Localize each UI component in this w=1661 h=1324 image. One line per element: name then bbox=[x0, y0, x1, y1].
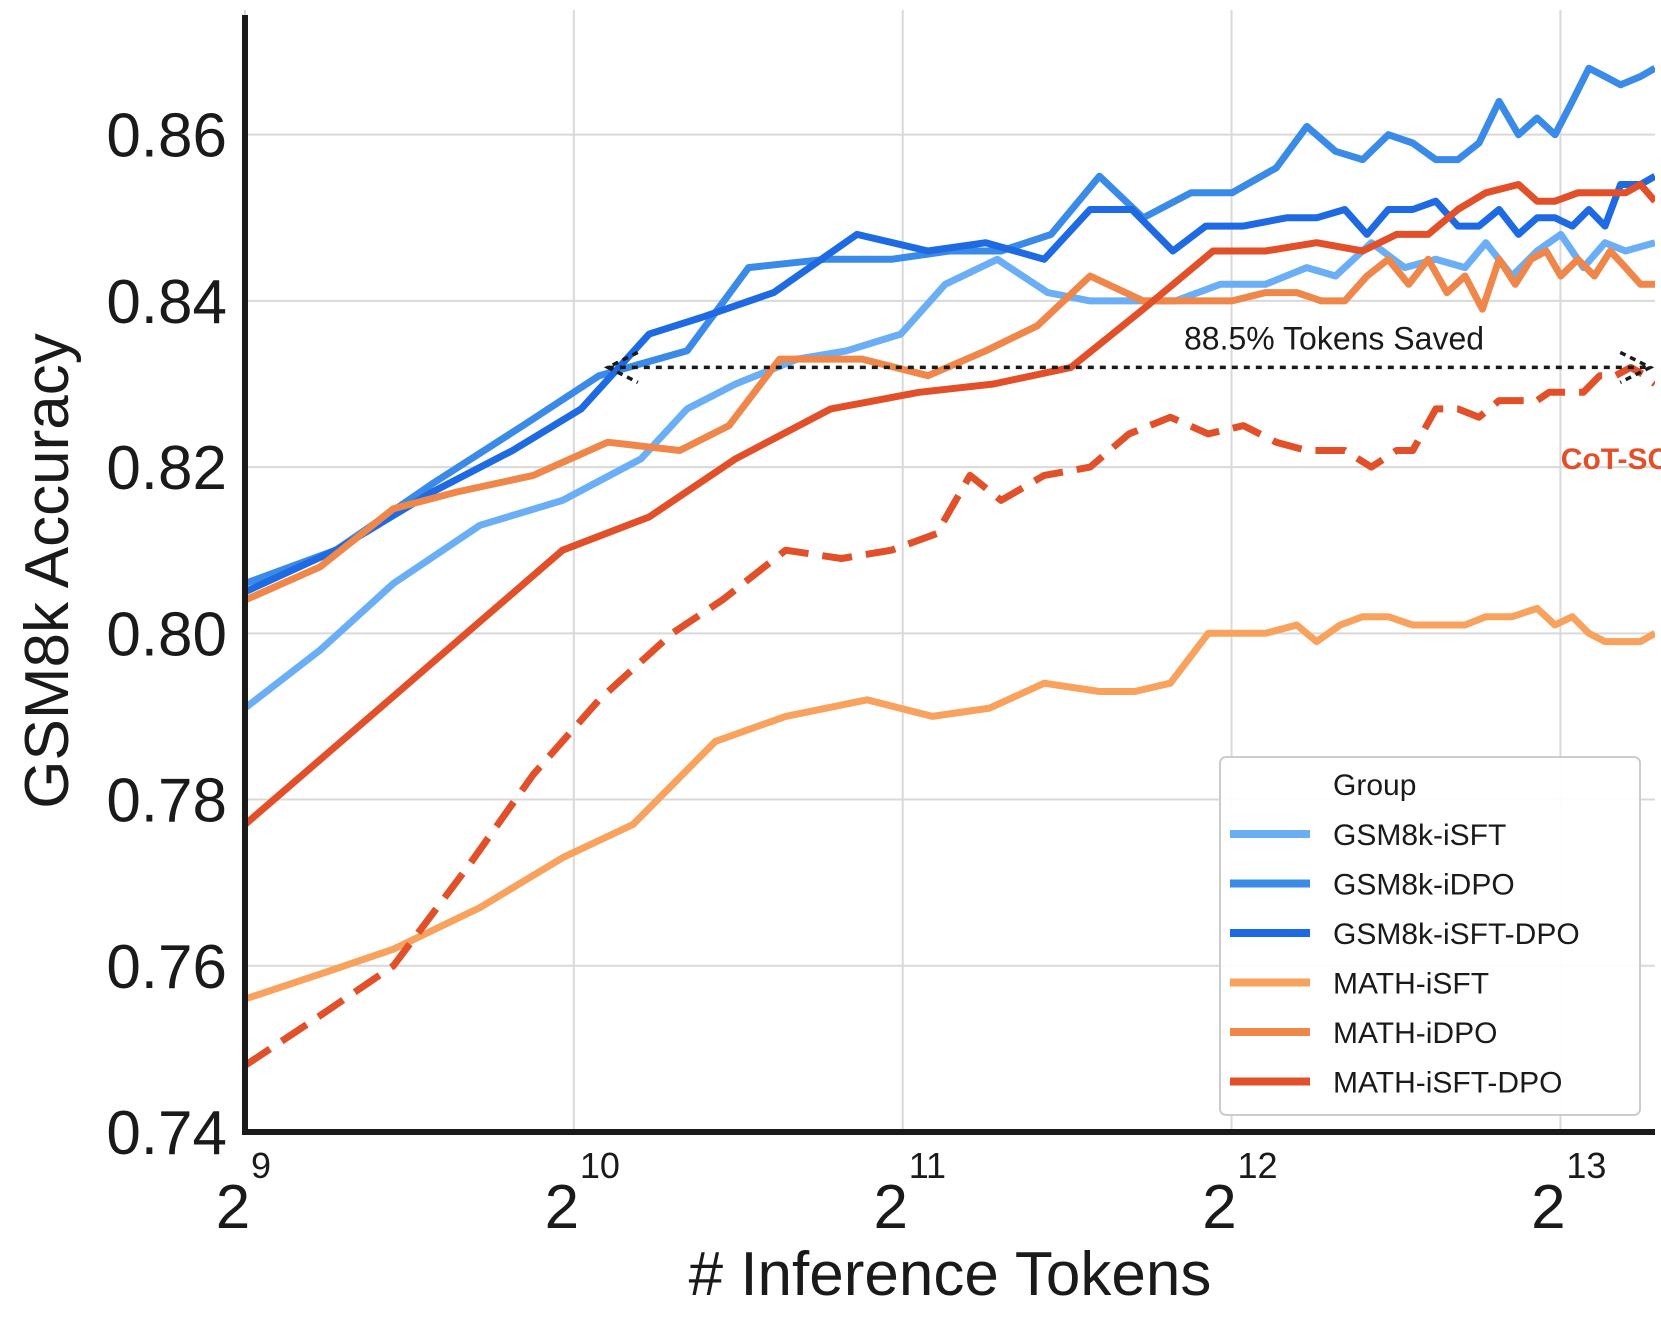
y-axis-label: GSM8k Accuracy bbox=[13, 333, 82, 808]
y-tick-label: 0.78 bbox=[106, 767, 227, 836]
legend-entry: MATH-iSFT bbox=[1333, 968, 1489, 1001]
x-tick-label: 2 bbox=[1202, 1173, 1236, 1242]
x-tick-exponent: 10 bbox=[580, 1145, 620, 1186]
series-line-math-idpo bbox=[245, 247, 1655, 604]
cot-sc-label: CoT-SC bbox=[1561, 443, 1661, 476]
x-tick-label: 2 bbox=[1531, 1173, 1565, 1242]
legend-entry: GSM8k-iSFT-DPO bbox=[1333, 918, 1580, 951]
tokens-saved-label: 88.5% Tokens Saved bbox=[1184, 320, 1484, 356]
legend-title: Group bbox=[1333, 769, 1416, 802]
series-line-gsm8k-isft-dpo bbox=[245, 173, 1655, 595]
legend-box bbox=[1219, 756, 1641, 1116]
series-layer bbox=[245, 64, 1655, 1069]
x-tick-label: 2 bbox=[873, 1173, 907, 1242]
y-tick-label: 0.80 bbox=[106, 600, 227, 669]
x-tick-label: 2 bbox=[545, 1173, 579, 1242]
arrow-head-right bbox=[1619, 350, 1655, 384]
annotations: 88.5% Tokens Saved CoT-SC bbox=[603, 320, 1661, 476]
x-tick-label: 2 bbox=[216, 1173, 250, 1242]
legend-entry: GSM8k-iDPO bbox=[1333, 869, 1515, 902]
y-tick-label: 0.86 bbox=[106, 102, 227, 171]
x-axis-label: # Inference Tokens bbox=[689, 1240, 1212, 1309]
arrow-head-left bbox=[603, 350, 639, 384]
legend-entry: GSM8k-iSFT bbox=[1333, 819, 1506, 852]
series-line-gsm8k-idpo bbox=[245, 64, 1655, 587]
x-tick-exponent: 9 bbox=[251, 1145, 271, 1186]
y-tick-label: 0.82 bbox=[106, 434, 227, 503]
series-line-cot-sc bbox=[245, 363, 1655, 1069]
axes bbox=[242, 15, 1655, 1135]
x-tick-exponent: 12 bbox=[1238, 1145, 1278, 1186]
legend-entry: MATH-iSFT-DPO bbox=[1333, 1067, 1562, 1100]
x-tick-exponent: 13 bbox=[1566, 1145, 1606, 1186]
series-line-math-isft bbox=[245, 604, 1655, 1003]
tick-labels: 0.740.760.780.800.820.840.86292102112122… bbox=[106, 102, 1606, 1242]
x-tick-exponent: 11 bbox=[909, 1145, 946, 1186]
y-tick-label: 0.76 bbox=[106, 933, 227, 1002]
y-tick-label: 0.74 bbox=[106, 1099, 227, 1168]
series-line-math-isft-dpo bbox=[245, 181, 1655, 828]
legend-entry: MATH-iDPO bbox=[1333, 1017, 1497, 1050]
y-tick-label: 0.84 bbox=[106, 268, 227, 337]
axis-labels: # Inference Tokens GSM8k Accuracy bbox=[13, 333, 1211, 1309]
legend: Group GSM8k-iSFT GSM8k-iDPO GSM8k-iSFT-DPO M… bbox=[1219, 756, 1641, 1116]
